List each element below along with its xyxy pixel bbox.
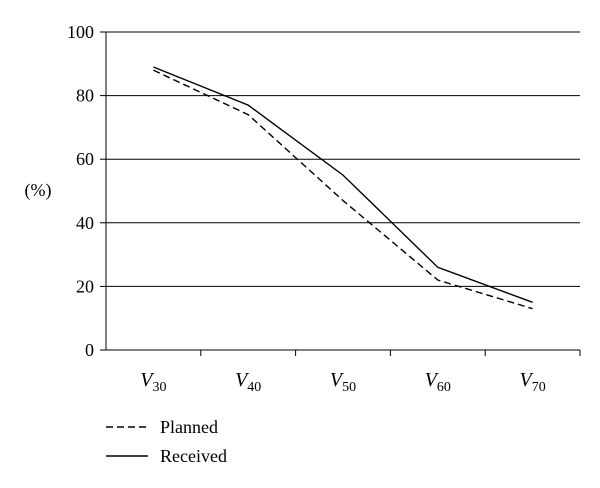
x-tick-label: V60	[425, 369, 451, 395]
x-tick-label-sub: 40	[247, 380, 261, 395]
y-tick-label: 80	[76, 86, 94, 106]
y-tick-label: 100	[67, 22, 94, 42]
y-tick-label: 20	[76, 276, 94, 296]
legend-label-received: Received	[160, 446, 227, 466]
axes	[105, 32, 580, 351]
y-tick-label: 40	[76, 213, 94, 233]
x-tick-label: V30	[140, 369, 166, 395]
x-tick-label-sub: 50	[342, 380, 356, 395]
x-tick-label: V40	[235, 369, 261, 395]
x-tick-label-sub: 30	[153, 380, 167, 395]
series-line-planned	[153, 69, 533, 310]
series-lines	[153, 66, 533, 310]
series-line-received	[153, 66, 533, 303]
x-tick-label-main: V	[519, 369, 534, 391]
y-tick-labels: 0 20 40 60 80 100	[67, 22, 106, 360]
x-tick-labels: V30 V40 V50 V60 V70	[140, 350, 581, 395]
legend-label-planned: Planned	[160, 417, 218, 437]
grid-lines	[106, 31, 580, 287]
x-tick-label-sub: 70	[532, 380, 546, 395]
x-tick-label-sub: 60	[437, 380, 451, 395]
x-tick-label-main: V	[235, 369, 250, 391]
y-tick-label: 0	[85, 340, 94, 360]
y-tick-label: 60	[76, 149, 94, 169]
x-tick-label-main: V	[330, 369, 345, 391]
legend: Planned Received	[106, 417, 227, 466]
x-tick-label: V70	[519, 369, 545, 395]
x-tick-label-main: V	[425, 369, 440, 391]
y-axis-label: (%)	[25, 180, 52, 201]
x-tick-label: V50	[330, 369, 356, 395]
x-tick-label-main: V	[140, 369, 155, 391]
